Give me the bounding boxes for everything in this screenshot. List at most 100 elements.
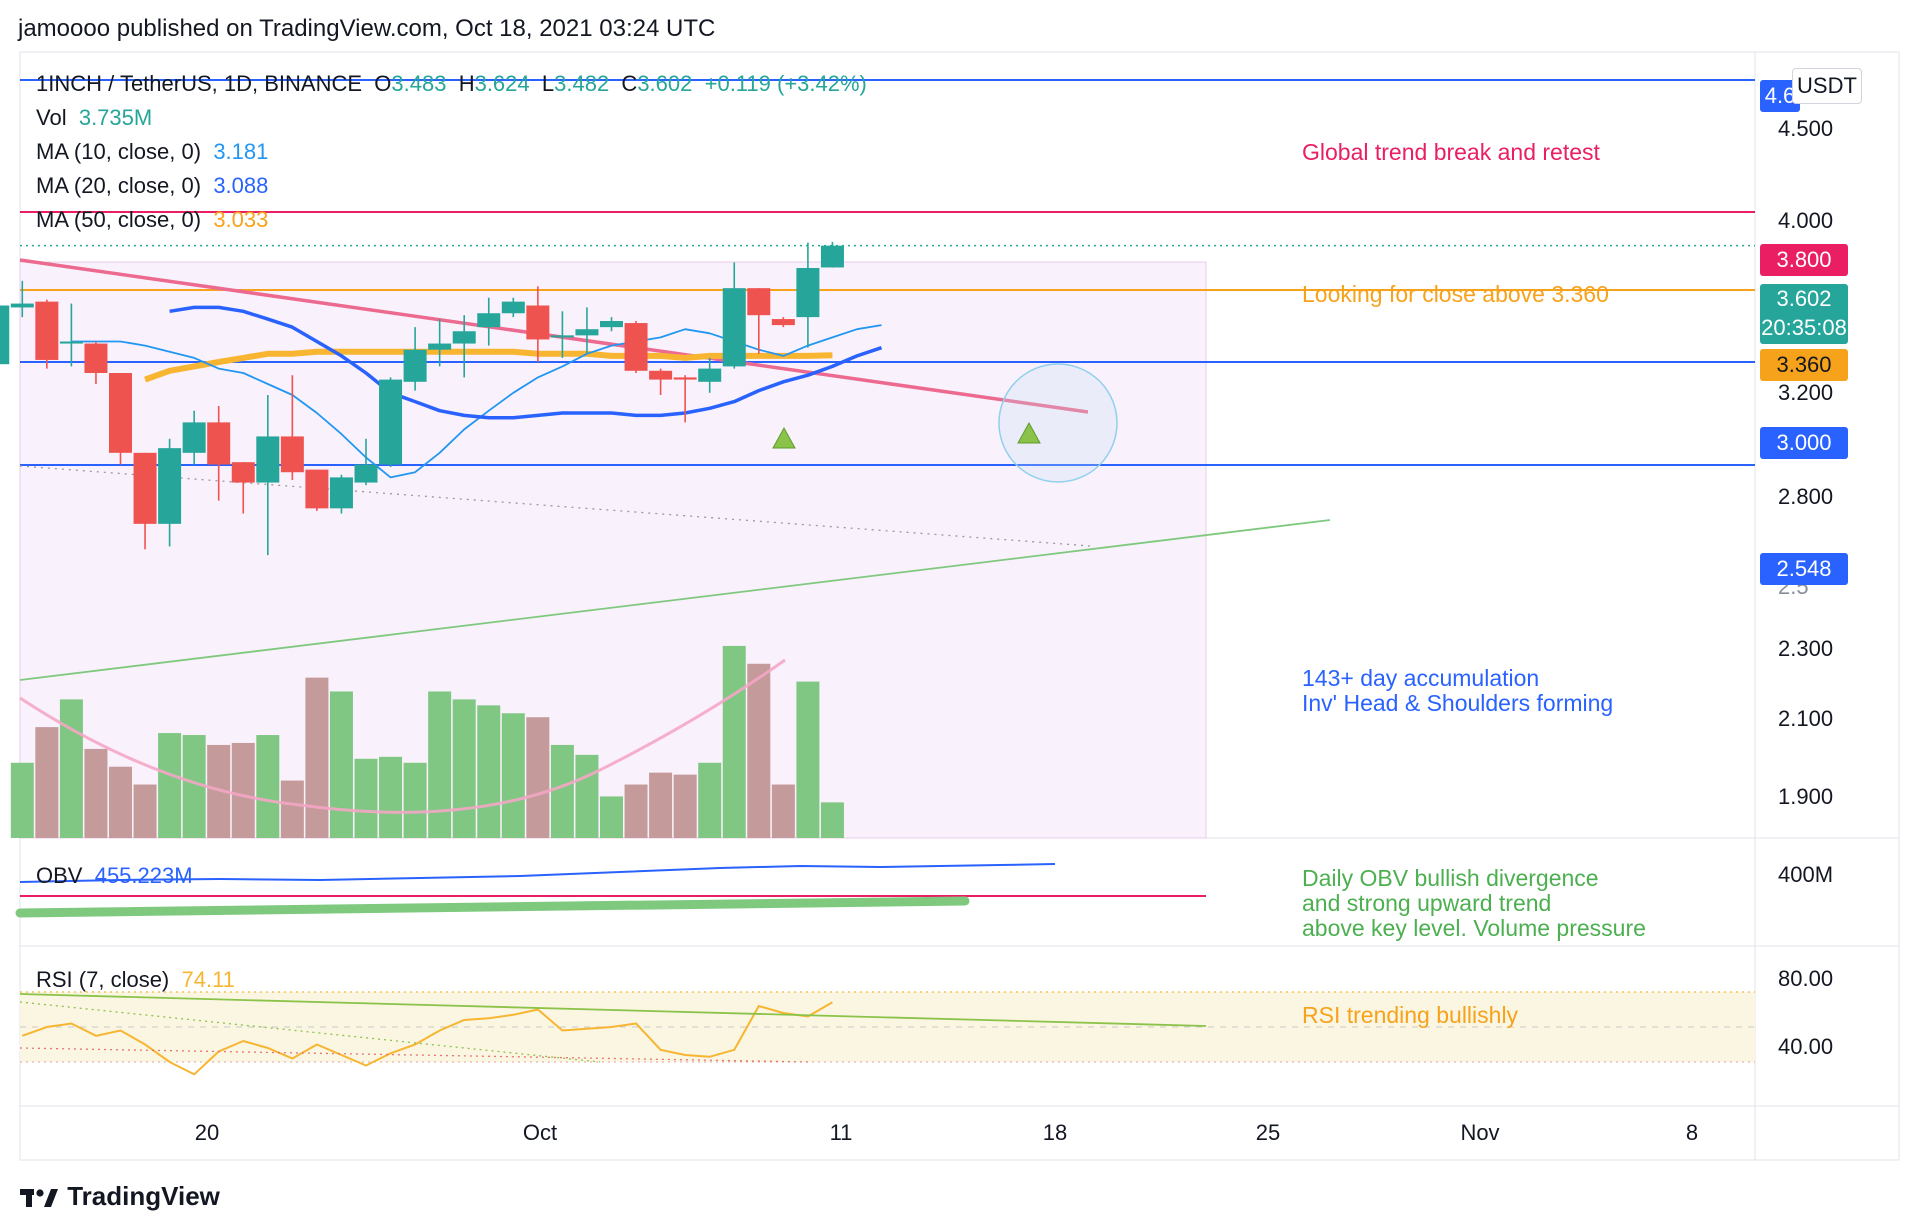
volume-bar xyxy=(35,727,59,838)
volume-curve xyxy=(19,658,786,814)
low-label: L xyxy=(541,71,555,96)
candle-body xyxy=(771,319,795,326)
volume-bar xyxy=(673,774,697,838)
last-price-countdown: 20:35:08 xyxy=(1761,315,1847,340)
badge-2548: 2.548 xyxy=(1760,553,1848,585)
volume-bar xyxy=(747,663,771,838)
candle-body xyxy=(182,422,206,453)
x-tick-20: 20 xyxy=(194,1120,220,1145)
candle-body xyxy=(747,288,771,316)
annotation-rsi: RSI trending bullishly xyxy=(1302,1002,1519,1028)
obv-value: 455.223M xyxy=(94,863,193,888)
volume-bar xyxy=(403,762,427,838)
price-tick-2300: 2.300 xyxy=(1778,636,1834,661)
ma10-value: 3.181 xyxy=(213,139,269,164)
volume-bar xyxy=(600,796,623,838)
badge-3000: 3.000 xyxy=(1760,427,1848,459)
rsi-tick-80: 80.00 xyxy=(1778,966,1834,991)
candle-body xyxy=(550,335,574,338)
candle-body xyxy=(428,343,452,350)
ma10-line xyxy=(71,324,882,479)
volume-bar xyxy=(84,748,108,838)
candle-body xyxy=(649,370,673,380)
rsi-label: RSI (7, close) xyxy=(36,967,170,992)
rsi-trendline xyxy=(19,993,1207,1027)
price-tick-4000: 4.000 xyxy=(1778,208,1834,233)
close-label: C xyxy=(621,71,638,96)
chart-markers xyxy=(772,363,1118,483)
candle-body xyxy=(10,303,34,308)
volume-bar xyxy=(796,681,820,838)
volume-bar xyxy=(207,744,231,838)
volume-bar xyxy=(698,762,722,838)
volume-bar xyxy=(379,756,403,838)
obv-trend-band xyxy=(15,896,970,918)
change-value: +0.119 (+3.42%) xyxy=(704,71,867,96)
volume-bar xyxy=(305,677,329,838)
rsi-tick-40: 40.00 xyxy=(1778,1034,1834,1059)
ma20-legend: MA (20, close, 0) 3.088 xyxy=(36,172,268,200)
tradingview-logo-icon xyxy=(20,1189,58,1208)
candle-body xyxy=(673,377,697,380)
x-tick-18: 18 xyxy=(1042,1120,1068,1145)
price-levels xyxy=(20,79,1755,466)
moving-averages xyxy=(71,305,883,479)
candle-body xyxy=(158,448,182,524)
volume-bar xyxy=(10,762,34,838)
price-tick-1900: 1.900 xyxy=(1778,784,1834,809)
volume-bar xyxy=(182,735,206,838)
price-tick-3200: 3.200 xyxy=(1778,380,1834,405)
candle-body xyxy=(84,343,108,373)
volume-bar xyxy=(280,780,304,838)
candle-body xyxy=(722,288,746,367)
low-value: 3.482 xyxy=(554,71,610,96)
ma50-line xyxy=(144,348,833,383)
candle-body xyxy=(403,349,427,382)
volume-bar xyxy=(526,717,550,838)
obv-legend: OBV 455.223M xyxy=(36,862,193,890)
volume-bars xyxy=(10,645,844,838)
volume-bar xyxy=(452,699,476,838)
badge-3360: 3.360 xyxy=(1760,349,1848,381)
rsi-dotted-trendline xyxy=(19,1001,601,1063)
x-tick-25: 25 xyxy=(1255,1120,1281,1145)
volume-bar xyxy=(575,754,599,838)
ma10-label: MA (10, close, 0) xyxy=(36,139,202,164)
ma10-legend: MA (10, close, 0) 3.181 xyxy=(36,138,268,166)
annotation-accumulation: 143+ day accumulation Inv' Head & Should… xyxy=(1302,665,1614,716)
volume-bar xyxy=(256,735,280,838)
price-tick-2800: 2.800 xyxy=(1778,484,1834,509)
candle-body xyxy=(379,379,403,465)
vol-value: 3.735M xyxy=(78,105,153,130)
volume-bar xyxy=(820,802,844,838)
ma20-line xyxy=(169,305,883,420)
open-label: O xyxy=(374,71,392,96)
vol-legend: Vol 3.735M xyxy=(36,104,152,132)
candle-body xyxy=(624,323,648,371)
ascending-trendline xyxy=(19,519,1331,681)
x-tick-11: 11 xyxy=(829,1120,853,1145)
ma50-legend: MA (50, close, 0) 3.033 xyxy=(36,206,268,234)
candle-body xyxy=(477,313,501,328)
obv-label: OBV xyxy=(36,863,83,888)
published-line: jamoooo published on TradingView.com, Oc… xyxy=(18,15,716,42)
price-tick-4500: 4.500 xyxy=(1778,116,1834,141)
candle-body xyxy=(575,329,599,336)
candle-body xyxy=(0,305,10,365)
volume-bar xyxy=(550,744,574,838)
candle-body xyxy=(35,301,59,360)
candle-body xyxy=(354,464,378,483)
currency-button[interactable]: USDT xyxy=(1792,68,1862,104)
candle-body xyxy=(305,469,329,509)
candle-body xyxy=(600,321,623,328)
volume-bar xyxy=(109,766,132,838)
ma50-label: MA (50, close, 0) xyxy=(36,207,202,232)
tradingview-logo[interactable]: TradingView xyxy=(20,1180,220,1212)
volume-bar xyxy=(501,713,525,838)
candle-body xyxy=(526,305,550,340)
buy-signal-marker xyxy=(1017,421,1041,444)
high-value: 3.624 xyxy=(474,71,530,96)
volume-bar xyxy=(722,645,746,838)
candle-body xyxy=(329,477,353,509)
volume-bar xyxy=(477,705,501,838)
